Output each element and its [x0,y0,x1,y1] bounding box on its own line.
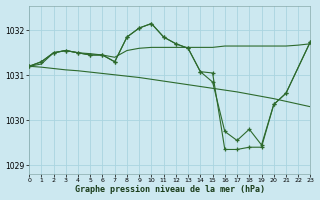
X-axis label: Graphe pression niveau de la mer (hPa): Graphe pression niveau de la mer (hPa) [75,185,265,194]
